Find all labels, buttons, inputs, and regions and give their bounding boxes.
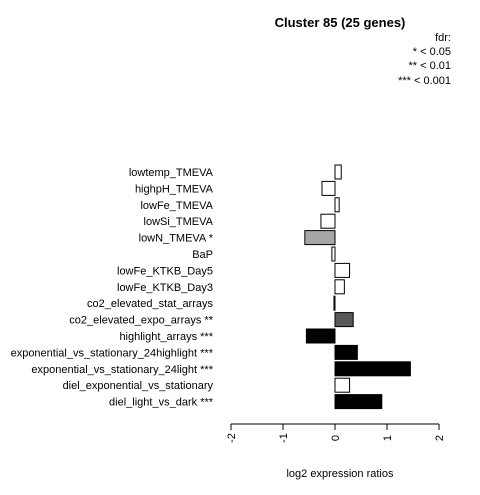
category-label: lowFe_TMEVA [140,200,213,212]
bar [334,377,351,393]
category-labels: lowtemp_TMEVA highpH_TMEVA lowFe_TMEVA lowS… [11,167,214,409]
category-label: lowSi_TMEVA [144,216,214,228]
bar [334,394,383,410]
bar [321,180,336,196]
chart-title: Cluster 85 (25 genes) [275,15,406,30]
bar [331,246,336,262]
bars-group [304,164,411,410]
category-label: highpH_TMEVA [135,183,214,195]
category-label: diel_exponential_vs_stationary [63,380,214,392]
x-tick-label: -1 [278,433,290,443]
category-label: highlight_arrays *** [119,331,213,343]
legend-entry: ** < 0.01 [408,60,451,72]
x-tick-label: -2 [226,433,238,443]
x-axis-label: log2 expression ratios [286,468,394,480]
legend-entry: * < 0.05 [413,46,451,58]
category-label: BaP [192,249,213,261]
bar [334,279,345,295]
legend-entry: *** < 0.001 [398,75,451,87]
category-label: lowFe_KTKB_Day3 [117,282,213,294]
bar [334,197,340,213]
category-label: lowtemp_TMEVA [129,167,214,179]
bar [334,312,354,328]
category-label: co2_elevated_stat_arrays [87,298,213,310]
bar [334,344,358,360]
bar [334,164,342,180]
x-tick-label: 2 [434,435,446,441]
category-label: exponential_vs_stationary_24highlight **… [11,347,214,359]
legend-title: fdr: [435,32,451,44]
x-axis: -2 -1 0 1 2 [226,423,446,443]
bar [334,361,411,377]
category-label: exponential_vs_stationary_24light *** [31,364,213,376]
category-label: diel_light_vs_dark *** [109,397,214,409]
x-tick-label: 1 [382,435,394,441]
bar [320,213,336,229]
bar [333,295,336,311]
x-tick-label: 0 [330,435,342,441]
legend: fdr: * < 0.05 ** < 0.01 *** < 0.001 [398,32,451,87]
category-label: co2_elevated_expo_arrays ** [69,315,213,327]
bar [305,328,336,344]
category-label: lowN_TMEVA * [139,233,214,245]
bar [304,230,336,246]
bar [334,262,351,278]
category-label: lowFe_KTKB_Day5 [117,265,213,277]
